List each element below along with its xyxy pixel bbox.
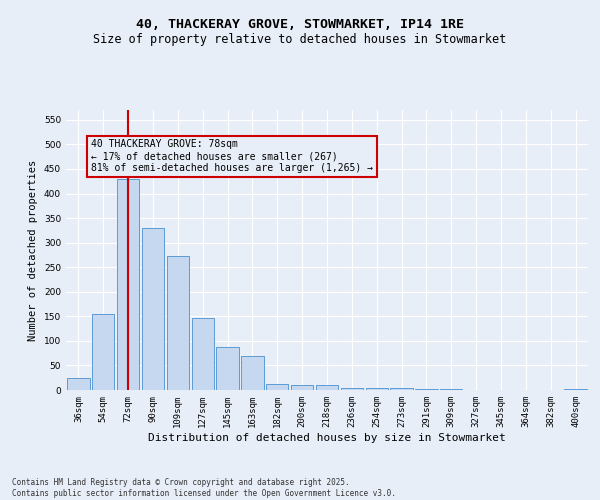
X-axis label: Distribution of detached houses by size in Stowmarket: Distribution of detached houses by size … [148,432,506,442]
Bar [217,347,239,390]
Bar [241,356,263,390]
Bar [440,389,463,390]
Bar [142,228,164,390]
Bar [291,385,313,390]
Bar [167,256,189,390]
Bar [391,388,413,390]
Bar [266,384,289,390]
Text: 40 THACKERAY GROVE: 78sqm
← 17% of detached houses are smaller (267)
81% of semi: 40 THACKERAY GROVE: 78sqm ← 17% of detac… [91,140,373,172]
Bar [316,385,338,390]
Bar [341,388,363,390]
Y-axis label: Number of detached properties: Number of detached properties [28,160,38,340]
Text: 40, THACKERAY GROVE, STOWMARKET, IP14 1RE: 40, THACKERAY GROVE, STOWMARKET, IP14 1R… [136,18,464,30]
Bar [92,314,115,390]
Bar [415,388,437,390]
Bar [117,179,139,390]
Bar [191,318,214,390]
Bar [365,388,388,390]
Text: Size of property relative to detached houses in Stowmarket: Size of property relative to detached ho… [94,32,506,46]
Text: Contains HM Land Registry data © Crown copyright and database right 2025.
Contai: Contains HM Land Registry data © Crown c… [12,478,396,498]
Bar [67,378,89,390]
Bar [565,388,587,390]
